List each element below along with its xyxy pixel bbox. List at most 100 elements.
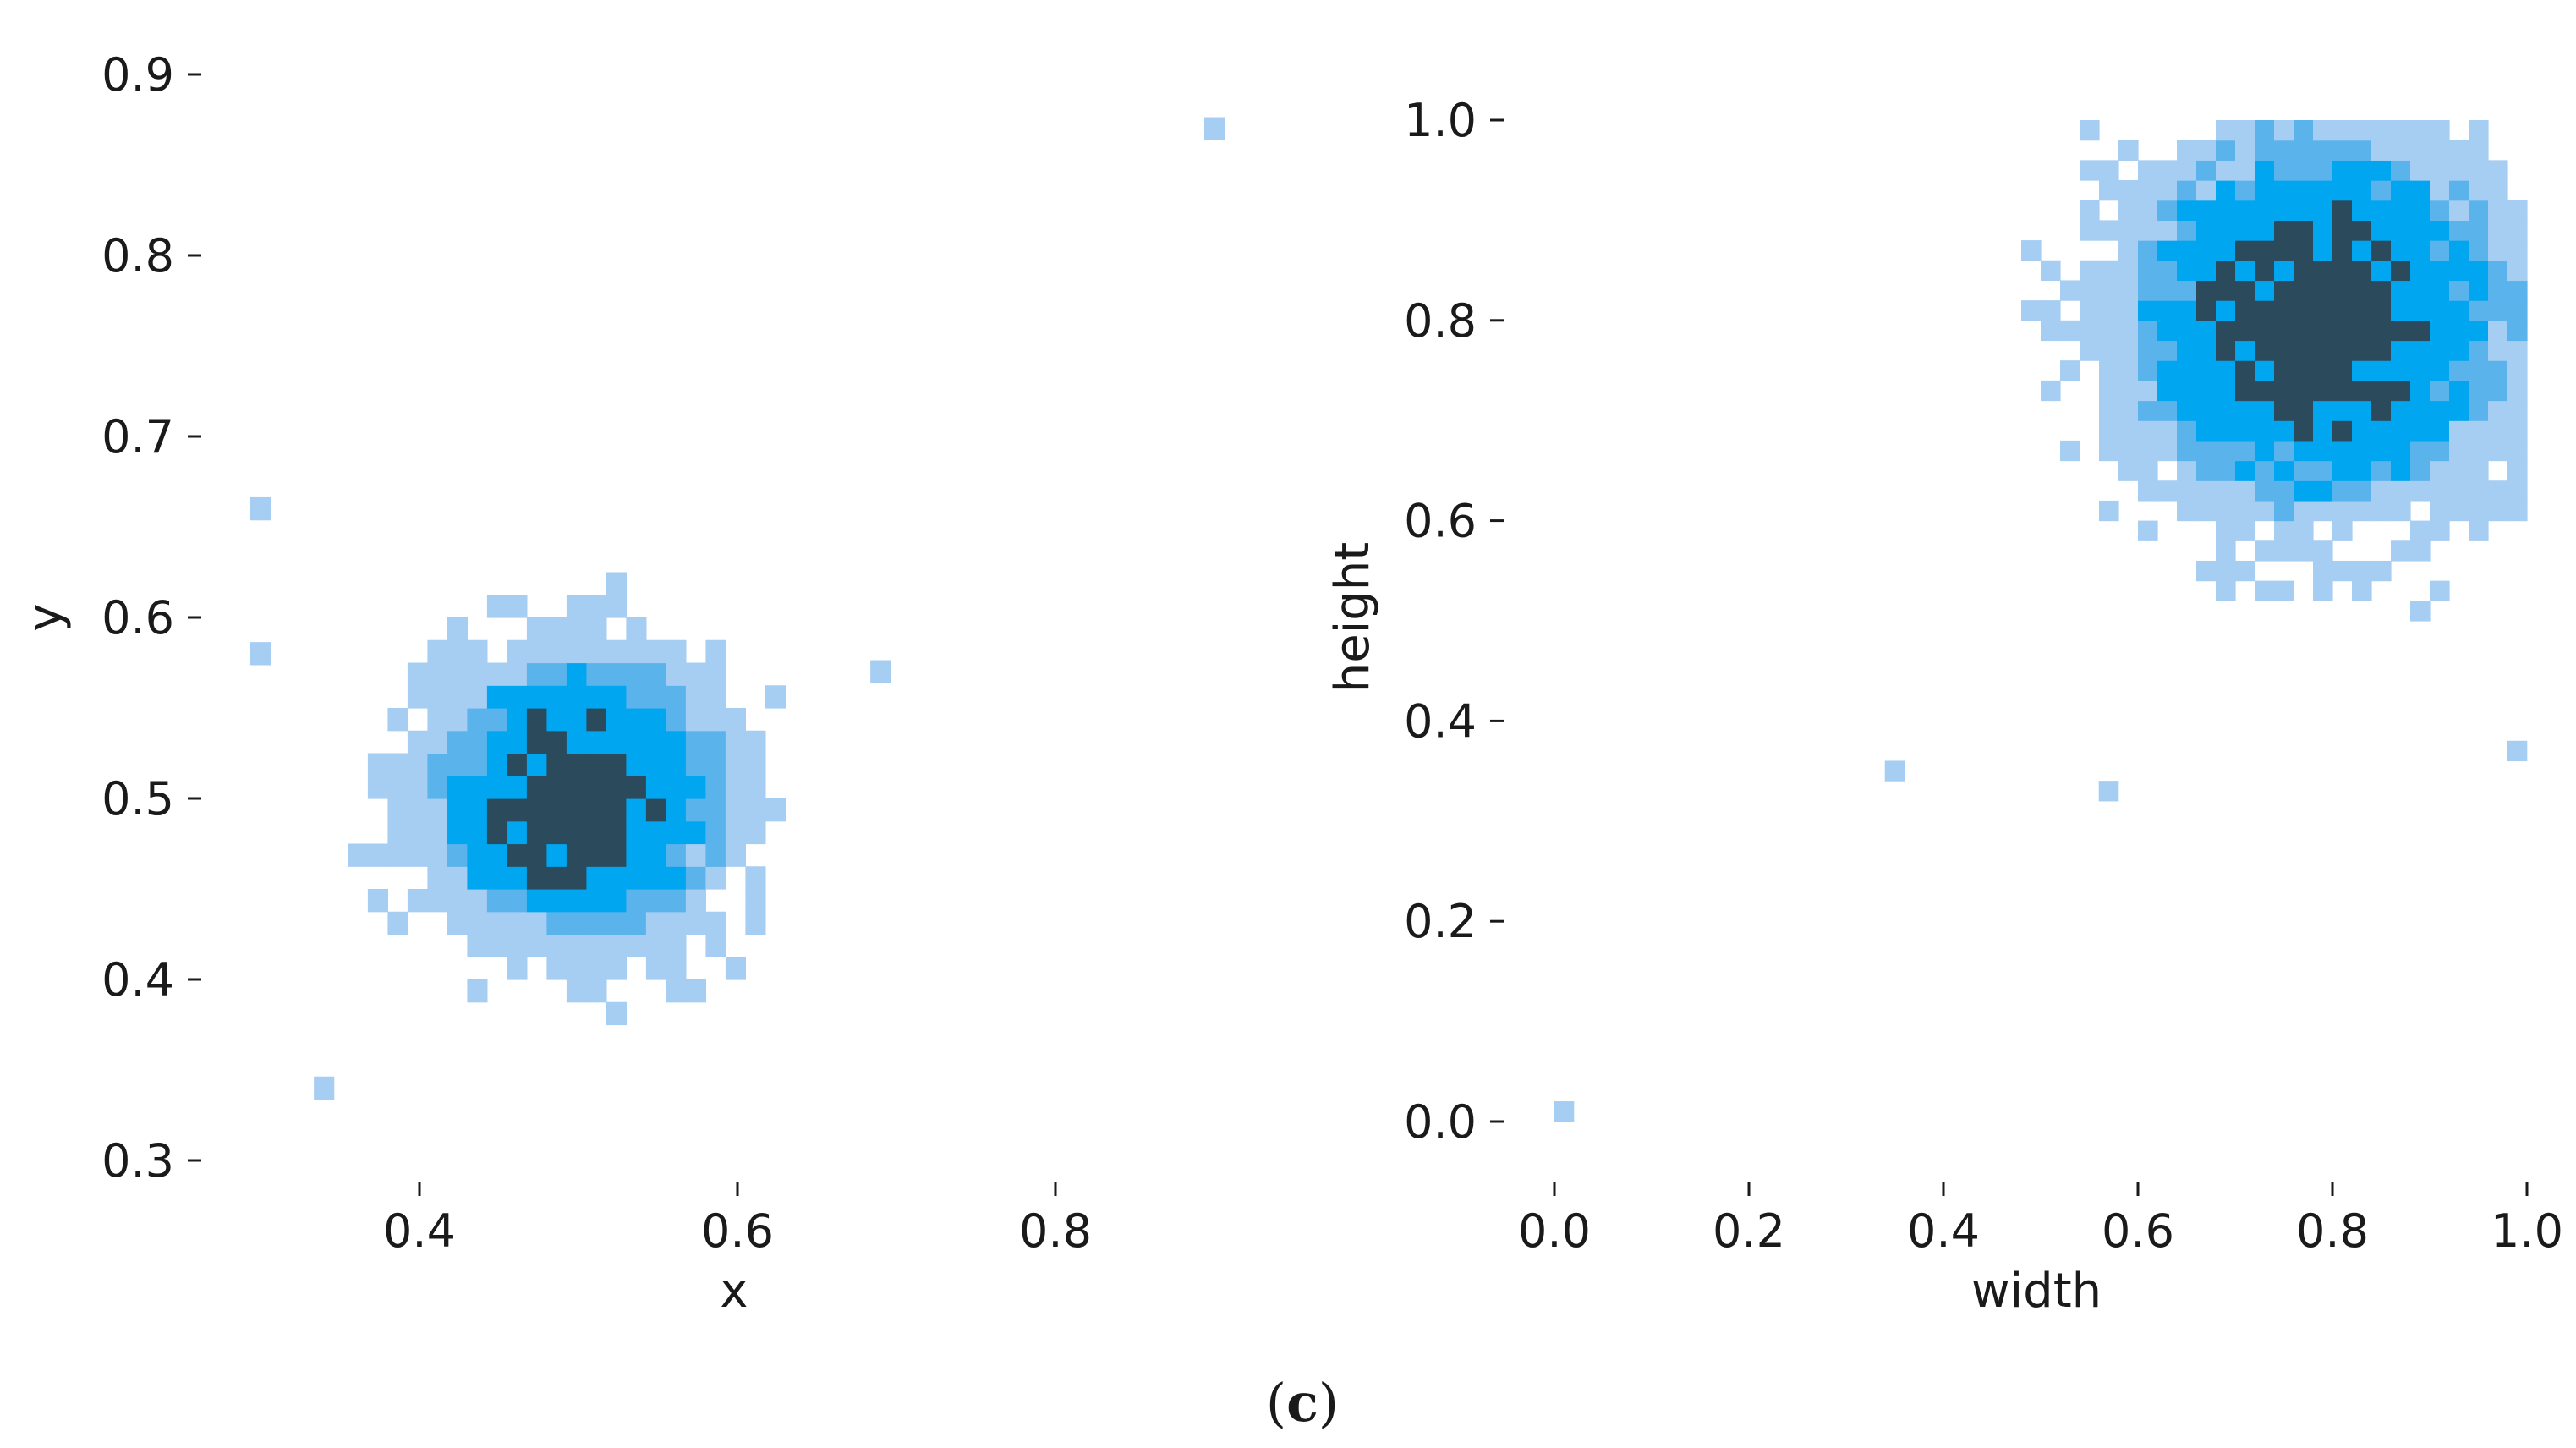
right-histogram-bin	[2235, 260, 2255, 282]
right-histogram-bin	[2177, 360, 2197, 381]
right-histogram-bin	[2352, 120, 2372, 141]
right-histogram-bin	[2080, 220, 2100, 241]
right-histogram-bin	[2352, 140, 2372, 161]
right-histogram-bin	[2216, 540, 2236, 562]
right-x-tick: 0.6	[2102, 1182, 2174, 1258]
right-histogram-bin	[2488, 200, 2508, 221]
left-histogram-bin	[427, 820, 448, 845]
right-histogram-bin	[2274, 180, 2294, 201]
left-histogram-outlier-bin	[249, 496, 271, 521]
right-histogram-bin	[2332, 440, 2353, 462]
right-histogram-bin	[2352, 400, 2372, 421]
right-histogram-bin	[2216, 240, 2236, 261]
left-histogram-bin	[725, 843, 746, 867]
right-histogram-bin	[2080, 340, 2100, 361]
right-histogram-bin	[2488, 280, 2508, 301]
left-histogram-bin	[705, 685, 726, 709]
left-histogram-bin	[685, 776, 706, 799]
right-histogram-bin	[2216, 560, 2236, 582]
left-histogram-bin	[586, 866, 607, 890]
right-histogram-bin	[2332, 380, 2353, 402]
left-histogram-bin	[526, 911, 547, 935]
right-histogram-bin	[2138, 520, 2158, 541]
left-histogram-bin	[606, 889, 627, 913]
left-histogram-bin	[745, 753, 766, 776]
right-histogram-bin	[2118, 460, 2139, 481]
right-histogram-bin	[2274, 320, 2294, 342]
right-histogram-bin	[2196, 360, 2217, 381]
left-histogram-bin	[685, 662, 706, 686]
right-histogram-bin	[2196, 240, 2217, 261]
right-x-tick: 0.0	[1518, 1182, 1591, 1258]
left-histogram-outlier-bin	[870, 660, 891, 683]
right-histogram-bin	[2332, 320, 2353, 342]
right-histogram-bin	[2235, 140, 2255, 161]
left-histogram-bin	[546, 934, 567, 957]
right-x-tick-label: 1.0	[2491, 1204, 2563, 1258]
right-histogram-bin	[2216, 420, 2236, 442]
left-y-tick-label: 0.4	[101, 953, 174, 1006]
right-histogram-bin	[2235, 220, 2255, 241]
left-histogram-bin	[666, 662, 687, 686]
left-histogram-bin	[626, 730, 647, 754]
right-histogram-bin	[2255, 460, 2275, 481]
left-histogram-bin	[685, 889, 706, 913]
right-histogram-bin	[2099, 180, 2119, 201]
left-histogram-bin	[586, 820, 607, 845]
left-histogram-bin	[486, 730, 507, 754]
left-histogram-bin	[586, 708, 607, 732]
right-histogram-bin	[2313, 400, 2333, 421]
right-histogram-bin	[2507, 340, 2528, 361]
right-histogram-bin	[2138, 380, 2158, 402]
right-x-tick-label: 0.0	[1518, 1204, 1591, 1258]
left-histogram-bin	[526, 843, 547, 867]
right-histogram-bin	[2410, 260, 2431, 282]
right-histogram-bin	[2235, 320, 2255, 342]
left-histogram-bin	[606, 753, 627, 776]
left-x-ticks: 0.4 0.6 0.8	[383, 1182, 1092, 1258]
left-histogram-bin	[705, 798, 726, 822]
left-histogram-bin	[666, 889, 687, 913]
left-histogram-bin	[645, 685, 666, 709]
left-histogram-bin	[566, 730, 587, 754]
left-histogram-bin	[645, 798, 666, 822]
right-histogram-bin	[2371, 120, 2392, 141]
left-histogram-bin	[745, 776, 766, 799]
left-histogram-bin	[586, 662, 607, 686]
right-histogram-bin	[2274, 160, 2294, 181]
right-histogram-bin	[2196, 300, 2217, 321]
right-histogram-bin	[2274, 120, 2294, 141]
right-histogram-bin	[2488, 160, 2508, 181]
left-histogram-bin	[666, 957, 687, 980]
left-histogram-bins	[249, 117, 1225, 1100]
left-histogram-bin	[645, 820, 666, 845]
right-histogram-bin	[2294, 520, 2314, 541]
right-histogram-bin	[2255, 420, 2275, 442]
right-histogram-bin	[2313, 200, 2333, 221]
right-histogram-bin	[2157, 320, 2178, 342]
right-histogram-bin	[2274, 140, 2294, 161]
right-histogram-bin	[2371, 260, 2392, 282]
right-histogram-bin	[2313, 540, 2333, 562]
right-histogram-bin	[2391, 160, 2411, 181]
right-histogram-bin	[2138, 360, 2158, 381]
right-y-tick: 0.4	[1404, 694, 1504, 748]
left-histogram-bin	[486, 843, 507, 867]
right-histogram-bin	[2294, 240, 2314, 261]
right-histogram-bin	[2196, 380, 2217, 402]
left-y-ticks: 0.3 0.4 0.5 0.6 0.7 0.8 0.9	[101, 48, 201, 1187]
right-y-tick: 0.6	[1404, 495, 1504, 548]
right-histogram-bin	[2138, 480, 2158, 502]
right-histogram-bin	[2274, 520, 2294, 541]
right-histogram-bin	[2235, 300, 2255, 321]
right-histogram-bin	[2469, 500, 2489, 522]
right-histogram-bin	[2255, 540, 2275, 562]
right-histogram-bin	[2255, 220, 2275, 241]
left-y-axis-label: y	[18, 603, 73, 631]
left-histogram-bin	[467, 730, 488, 754]
right-histogram-bin	[2430, 380, 2450, 402]
right-histogram-bin	[2157, 220, 2178, 241]
right-histogram-bin	[2196, 220, 2217, 241]
right-histogram-bin	[2196, 440, 2217, 462]
left-histogram-bin	[666, 730, 687, 754]
